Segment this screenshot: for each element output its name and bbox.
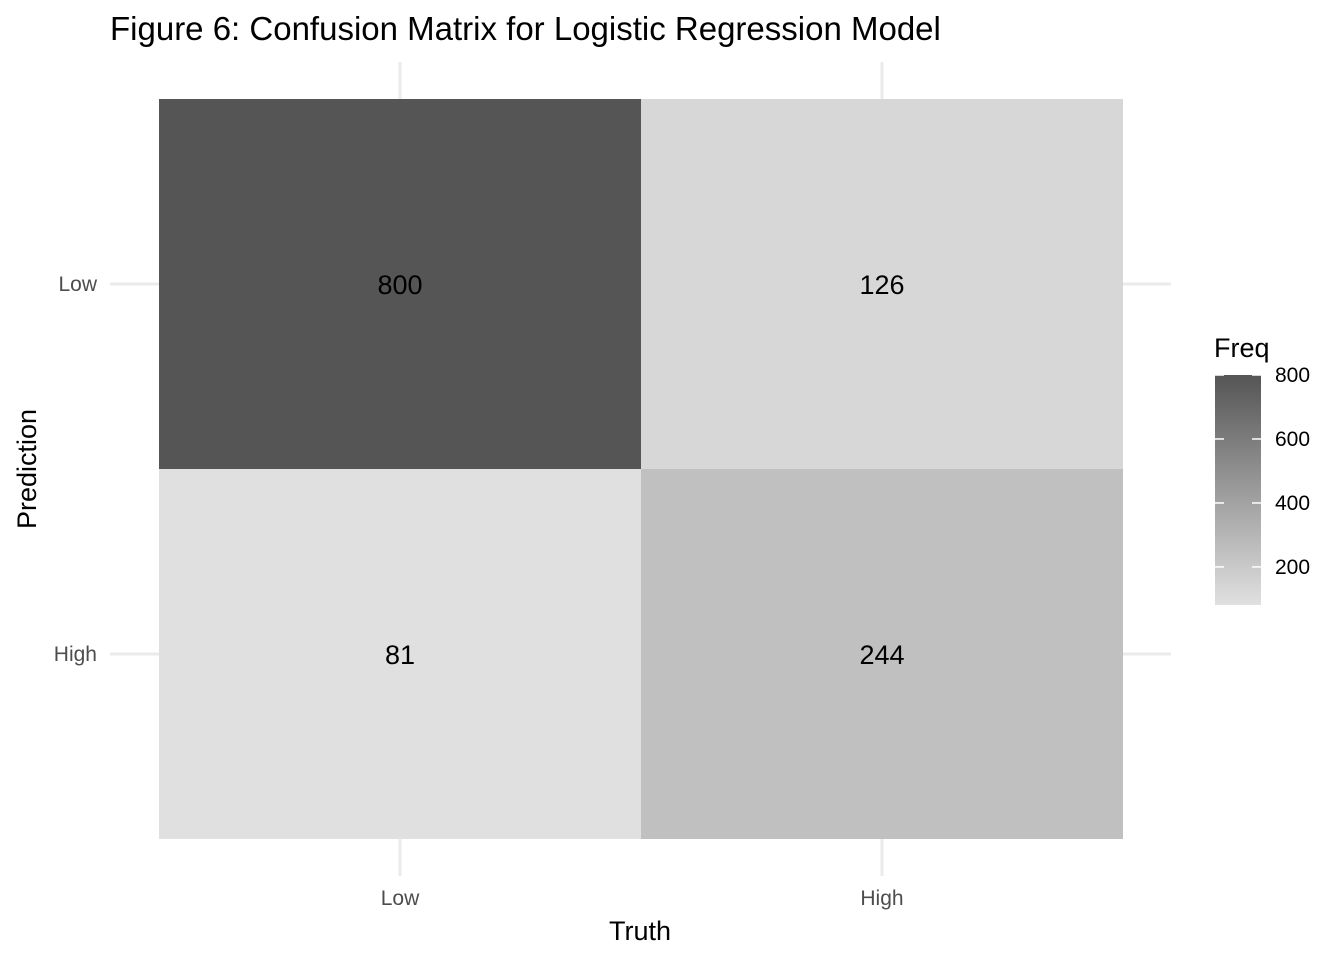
y-tick-label: Low xyxy=(58,273,97,296)
legend-tick-label: 600 xyxy=(1275,428,1310,451)
legend-tick-label: 400 xyxy=(1275,492,1310,515)
heatmap-cell-low-low xyxy=(159,99,641,469)
y-axis-ticks: Low High xyxy=(54,273,98,666)
heatmap-cell-high-high xyxy=(641,469,1123,839)
legend-tick-label: 200 xyxy=(1275,556,1310,579)
y-axis-title: Prediction xyxy=(12,409,42,529)
x-tick-label: High xyxy=(860,887,903,910)
x-axis-title: Truth xyxy=(609,916,671,946)
legend-tick-label: 800 xyxy=(1275,364,1310,387)
x-tick-label: Low xyxy=(381,887,420,910)
cell-value-high-high: 244 xyxy=(859,640,904,670)
heatmap-cell-low-high xyxy=(641,99,1123,469)
heatmap-cell-high-low xyxy=(159,469,641,839)
cell-value-low-high: 126 xyxy=(859,270,904,300)
x-axis-ticks: Low High xyxy=(381,887,904,910)
cell-value-low-low: 800 xyxy=(377,270,422,300)
heatmap-cells xyxy=(159,99,1123,839)
legend: Freq 200 400 600 800 xyxy=(1214,333,1310,605)
legend-ticks: 200 400 600 800 xyxy=(1215,364,1310,579)
heatmap-cell-labels: 800 126 81 244 xyxy=(377,270,904,670)
legend-color-bar xyxy=(1215,375,1261,605)
cell-value-high-low: 81 xyxy=(385,640,415,670)
legend-title: Freq xyxy=(1214,333,1270,363)
y-tick-label: High xyxy=(54,643,97,666)
chart-title: Figure 6: Confusion Matrix for Logistic … xyxy=(110,10,941,47)
